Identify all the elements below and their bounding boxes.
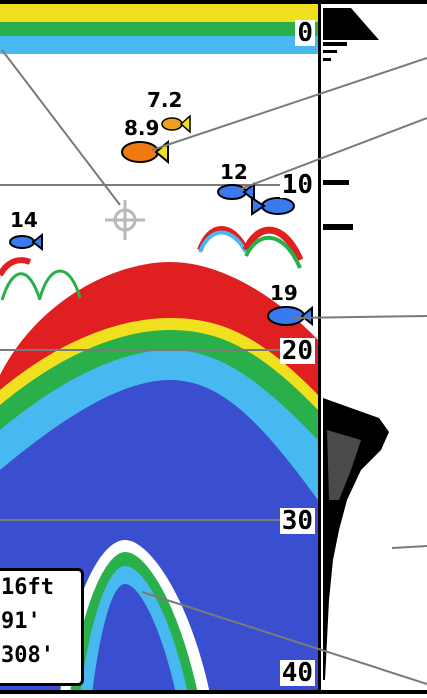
- depth-label-10: 10: [279, 170, 315, 200]
- readout-depth: 16ft: [1, 575, 54, 600]
- fish-icon[interactable]: [217, 181, 255, 203]
- digital-readout: 16ft 91' 308': [0, 568, 84, 686]
- flasher-panel: [318, 0, 427, 694]
- sonar-display: 0 10 20 30 40 7.2 8.9 12 14 19 16ft 91' …: [0, 4, 318, 694]
- frame-top: [0, 0, 427, 4]
- flasher-graph: [323, 8, 389, 680]
- fish-depth-label: 12: [220, 160, 248, 184]
- sonar-history: [0, 4, 318, 694]
- depth-label-0: 0: [295, 18, 315, 48]
- depth-label-40: 40: [279, 658, 315, 688]
- fish-depth-label: 8.9: [124, 116, 160, 140]
- fish-icon[interactable]: [121, 139, 169, 165]
- depth-label-20: 20: [279, 336, 315, 366]
- fish-depth-label: 19: [270, 281, 298, 305]
- fish-icon[interactable]: [267, 305, 313, 327]
- fish-icon[interactable]: [9, 232, 43, 252]
- cursor-crosshair-icon[interactable]: [105, 200, 145, 240]
- depth-label-30: 30: [279, 506, 315, 536]
- fish-icon[interactable]: [161, 114, 191, 134]
- frame-bottom: [0, 690, 427, 694]
- readout-value-3: 308': [1, 643, 54, 668]
- fish-depth-label: 14: [10, 208, 38, 232]
- fish-depth-label: 7.2: [147, 88, 183, 112]
- fish-icon[interactable]: [251, 196, 295, 216]
- readout-value-2: 91': [1, 609, 41, 634]
